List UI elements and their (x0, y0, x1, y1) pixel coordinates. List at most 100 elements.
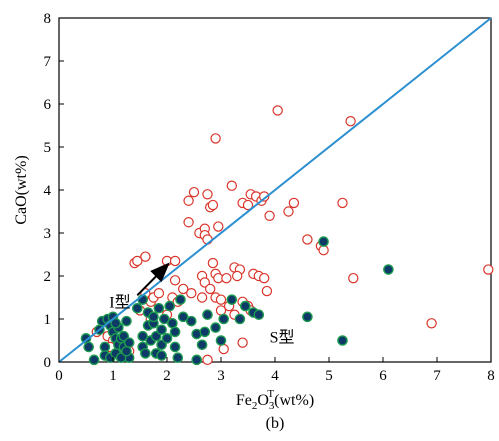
i-type-point (288, 197, 300, 209)
i-type-point (210, 133, 221, 144)
x-tick-label: 1 (109, 368, 117, 384)
y-tick-label: 1 (44, 312, 52, 328)
s-type-point (137, 330, 148, 342)
s-type-point (383, 264, 394, 275)
s-type-point (175, 294, 186, 305)
x-tick-label: 3 (217, 368, 225, 384)
data-points (80, 105, 494, 366)
i-type-point (202, 189, 213, 200)
s-type-point (177, 311, 189, 323)
y-tick-label: 4 (44, 183, 52, 199)
s-type-point (169, 341, 181, 353)
y-tick-label: 6 (44, 97, 52, 113)
s-type-point (185, 315, 197, 327)
i-type-point (259, 272, 270, 284)
i-type-point (283, 206, 294, 217)
i-type-point (272, 105, 283, 116)
s-type-point (172, 352, 184, 364)
i-type-point (264, 210, 275, 221)
s-type-point (196, 339, 208, 351)
x-tick-label: 0 (55, 368, 63, 384)
s-type-point (156, 350, 167, 361)
s-type-point (234, 313, 246, 325)
s-type-point (337, 335, 348, 346)
s-type-point (167, 317, 178, 329)
i-type-point (169, 255, 181, 267)
y-tick-label: 3 (44, 226, 52, 242)
s-type-point (158, 313, 170, 325)
i-type-arrow (136, 262, 170, 297)
i-type-point (204, 283, 216, 295)
i-type-point (169, 275, 181, 286)
i-type-point (218, 343, 229, 355)
y-axis-label: CaO(wt%) (13, 155, 30, 224)
i-type-point (337, 197, 348, 209)
s-type-point (123, 337, 135, 348)
s-type-point (302, 311, 313, 323)
i-type-point (261, 285, 273, 297)
x-axis-label: Fe2O3T(wt%) (236, 388, 314, 412)
s-type-point (199, 326, 211, 338)
s-type-point (218, 313, 229, 325)
s-type-point (253, 309, 265, 321)
i-type-point (226, 180, 237, 191)
y-tick-label: 0 (44, 355, 52, 371)
s-type-point (99, 341, 111, 353)
i-type-point (231, 270, 243, 282)
i-type-point (302, 234, 313, 245)
s-type-label: S型 (270, 329, 295, 347)
i-s-divider-line (58, 17, 492, 363)
i-type-point (237, 337, 248, 348)
s-type-point (156, 324, 167, 336)
x-ticks: 0 1 2 3 4 5 6 7 8 (55, 357, 495, 384)
i-type-point (259, 191, 270, 202)
x-tick-label: 5 (325, 368, 333, 384)
i-type-point (183, 217, 194, 228)
i-type-point (186, 288, 197, 299)
s-type-point (210, 322, 221, 333)
x-tick-label: 8 (487, 368, 495, 384)
i-type-point (153, 288, 165, 299)
i-type-point (140, 251, 151, 262)
i-type-point (188, 186, 200, 198)
i-type-point (177, 283, 189, 295)
s-type-point (226, 294, 238, 305)
s-type-point (318, 236, 329, 247)
s-type-point (239, 300, 251, 312)
i-type-point (132, 255, 143, 267)
s-type-point (153, 302, 165, 314)
s-type-point (164, 300, 175, 312)
chart-caption: (b) (266, 415, 285, 432)
i-type-point (215, 294, 227, 305)
x-tick-label: 6 (379, 368, 387, 384)
i-type-point (207, 257, 219, 269)
s-type-point (121, 345, 132, 357)
s-type-point (191, 354, 202, 366)
i-type-point (483, 264, 494, 275)
i-type-point (426, 318, 437, 329)
s-type-point (169, 326, 181, 338)
s-type-point (131, 302, 143, 314)
i-type-point (183, 195, 194, 206)
i-type-point (345, 115, 356, 127)
s-type-point (110, 317, 121, 329)
s-type-point (140, 348, 151, 359)
y-tick-label: 8 (44, 11, 52, 27)
s-type-point (161, 333, 173, 344)
s-type-point (202, 309, 213, 321)
i-type-point (207, 199, 219, 211)
s-type-point (88, 354, 100, 366)
x-tick-label: 7 (433, 368, 441, 384)
s-type-point (215, 335, 227, 346)
s-type-point (121, 315, 132, 327)
x-tick-label: 2 (163, 368, 171, 384)
i-type-point (242, 199, 254, 211)
i-type-point (348, 272, 359, 284)
i-type-label: I型 (109, 293, 130, 311)
s-type-point (83, 341, 94, 353)
y-tick-label: 7 (44, 54, 52, 70)
i-type-point (196, 292, 208, 303)
y-ticks: 0 1 2 3 4 5 6 7 8 (44, 11, 64, 371)
i-type-point (202, 354, 213, 366)
